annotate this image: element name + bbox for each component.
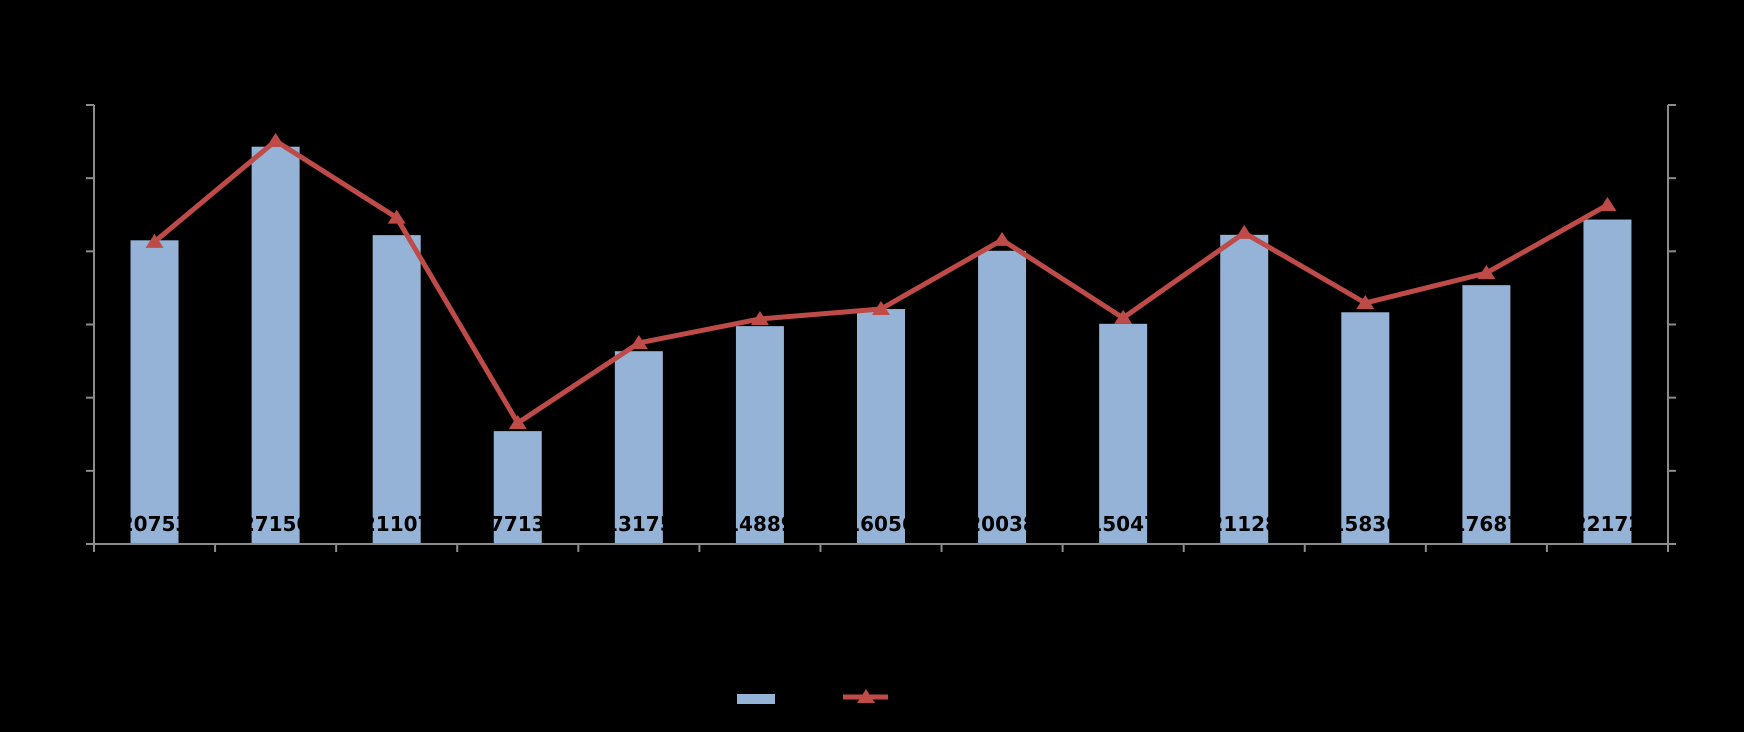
triangle-marker [145, 233, 164, 248]
legend-line-marker-icon [857, 689, 875, 703]
bar-data-label: 21128 [1209, 512, 1279, 536]
bar-data-label: 27150 [241, 512, 311, 536]
bar-data-label: 14889 [725, 512, 795, 536]
bar-data-label: 22172 [1573, 512, 1643, 536]
bar [251, 146, 300, 544]
triangle-marker [1235, 224, 1254, 239]
bar-data-label: 20753 [120, 512, 190, 536]
triangle-marker [993, 231, 1012, 246]
bar-data-label: 21107 [362, 512, 432, 536]
bar [978, 250, 1027, 544]
bar [614, 351, 663, 544]
bar [1099, 323, 1148, 544]
triangle-marker [1114, 309, 1133, 324]
triangle-marker [1598, 196, 1617, 211]
bar [857, 309, 905, 544]
bar [1462, 285, 1511, 544]
bar-data-label: 16056 [846, 512, 916, 536]
triangle-marker [508, 414, 527, 429]
legend-bar-swatch [737, 694, 775, 704]
bar-data-label: 17687 [1452, 512, 1522, 536]
bar [1583, 219, 1632, 544]
bar [130, 240, 179, 544]
triangle-marker [387, 209, 406, 224]
bar-data-label: 20038 [967, 512, 1037, 536]
bar-data-label: 15047 [1088, 512, 1158, 536]
triangle-marker [1477, 264, 1496, 279]
bar [493, 431, 542, 544]
bar [1341, 312, 1390, 544]
bar [735, 326, 784, 544]
bar-data-label: 13175 [604, 512, 674, 536]
triangle-marker [629, 334, 648, 349]
triangle-marker [266, 132, 285, 147]
triangle-marker [872, 300, 890, 315]
bar-data-label: 15836 [1331, 512, 1401, 536]
triangle-marker [750, 310, 769, 325]
bar [1220, 234, 1269, 544]
bar-data-label: 7713 [490, 512, 546, 536]
bar [372, 235, 421, 545]
triangle-marker [1356, 294, 1375, 309]
